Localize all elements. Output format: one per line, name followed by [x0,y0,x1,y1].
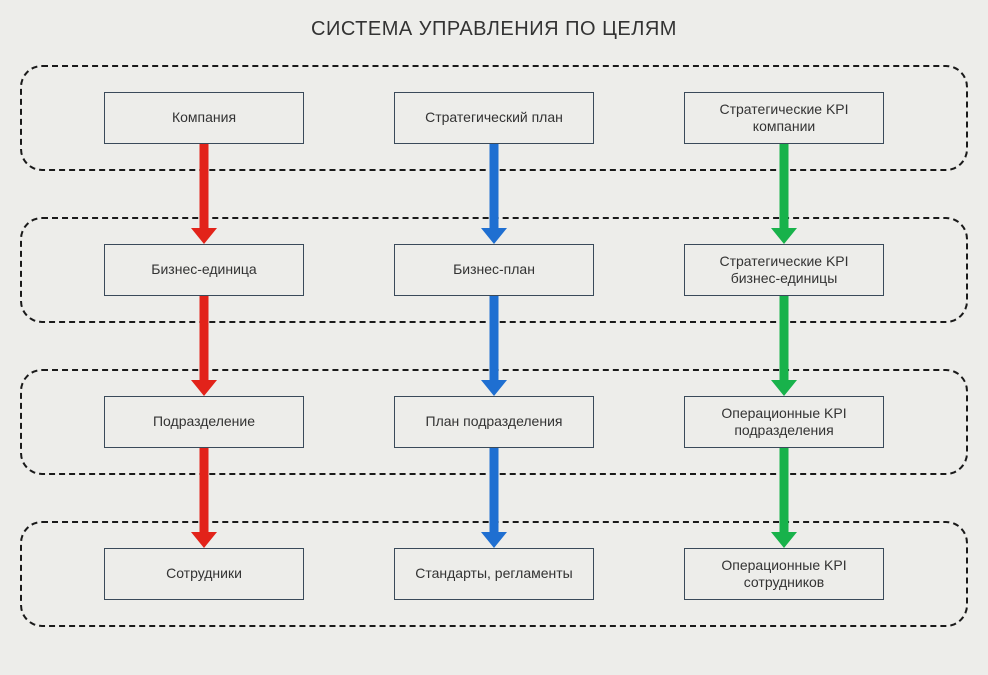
arrow-r0-c0 [193,144,215,244]
node-r0-c0: Компания [104,92,304,144]
node-r1-c0: Бизнес-единица [104,244,304,296]
arrow-shaft [780,144,789,228]
node-r0-c1: Стратегический план [394,92,594,144]
arrow-shaft [490,144,499,228]
arrow-head-icon [191,380,217,396]
node-r3-c0: Сотрудники [104,548,304,600]
arrow-r0-c1 [483,144,505,244]
arrow-shaft [200,144,209,228]
diagram-title: СИСТЕМА УПРАВЛЕНИЯ ПО ЦЕЛЯМ [0,0,988,47]
arrow-shaft [780,448,789,532]
arrow-shaft [200,296,209,380]
arrow-head-icon [191,228,217,244]
arrow-head-icon [481,228,507,244]
arrow-head-icon [481,380,507,396]
arrow-shaft [780,296,789,380]
arrow-r0-c2 [773,144,795,244]
node-r2-c2: Операционные KPI подразделения [684,396,884,448]
arrow-shaft [490,296,499,380]
arrow-r1-c1 [483,296,505,396]
node-r3-c1: Стандарты, регламенты [394,548,594,600]
arrow-r1-c2 [773,296,795,396]
arrow-head-icon [771,228,797,244]
node-r3-c2: Операционные KPI сотрудников [684,548,884,600]
node-r1-c1: Бизнес-план [394,244,594,296]
arrow-head-icon [191,532,217,548]
node-r1-c2: Стратегические KPI бизнес-единицы [684,244,884,296]
arrow-r2-c2 [773,448,795,548]
arrow-r2-c0 [193,448,215,548]
arrow-shaft [490,448,499,532]
arrow-head-icon [771,532,797,548]
node-r2-c1: План подразделения [394,396,594,448]
arrow-r1-c0 [193,296,215,396]
node-r2-c0: Подразделение [104,396,304,448]
arrow-shaft [200,448,209,532]
node-r0-c2: Стратегические KPI компании [684,92,884,144]
arrow-head-icon [771,380,797,396]
arrow-r2-c1 [483,448,505,548]
arrow-head-icon [481,532,507,548]
